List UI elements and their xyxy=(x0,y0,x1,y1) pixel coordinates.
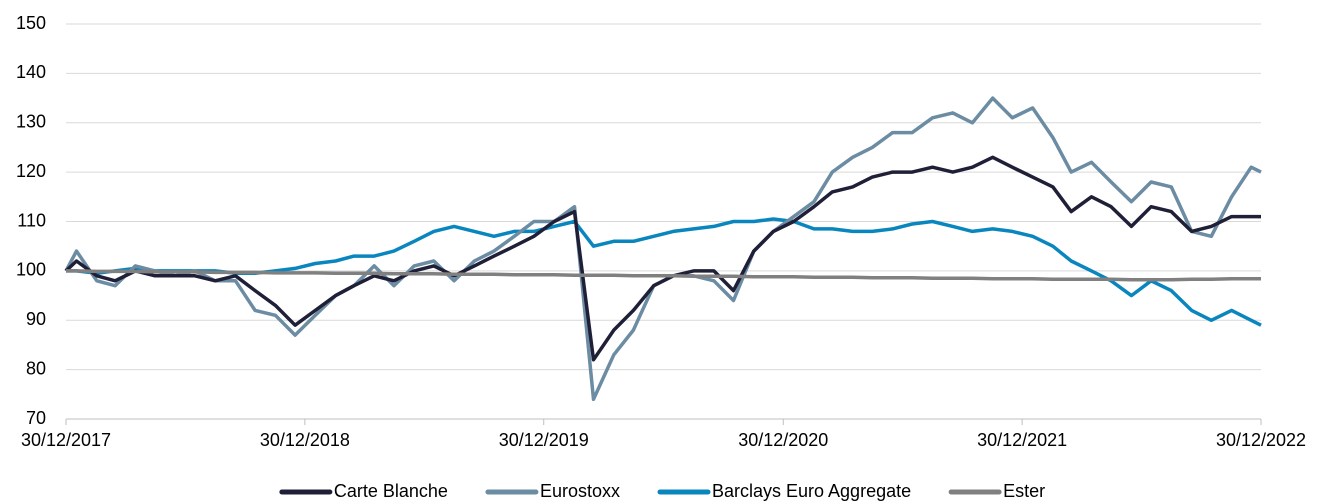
y-tick-label: 100 xyxy=(16,260,46,280)
legend-item: Ester xyxy=(948,481,1045,501)
y-tick-label: 120 xyxy=(16,161,46,181)
y-tick-label: 110 xyxy=(17,210,46,230)
series-line xyxy=(64,155,1261,362)
x-tick-label: 30/12/2019 xyxy=(499,430,589,450)
legend-item: Eurostoxx xyxy=(485,481,620,501)
legend: Carte Blanche Eurostoxx Barclays Euro Aggr… xyxy=(279,481,1045,501)
y-tick-label: 70 xyxy=(26,408,46,428)
legend-item: Carte Blanche xyxy=(279,481,448,501)
legend-label: Ester xyxy=(1003,481,1045,501)
y-tick-label: 150 xyxy=(16,13,46,33)
x-tick-label: 30/12/2018 xyxy=(260,430,350,450)
series-line xyxy=(64,96,1262,402)
x-tick-label: 30/12/2022 xyxy=(1216,430,1306,450)
y-tick-label: 90 xyxy=(26,309,46,329)
legend-label: Barclays Euro Aggregate xyxy=(712,481,911,501)
legend-label: Carte Blanche xyxy=(334,481,448,501)
legend-label: Eurostoxx xyxy=(540,481,620,501)
x-tick-label: 30/12/2020 xyxy=(738,430,828,450)
y-tick-label: 80 xyxy=(26,358,46,378)
y-tick-label: 140 xyxy=(16,62,46,82)
series-line xyxy=(66,269,1261,282)
legend-item: Barclays Euro Aggregate xyxy=(657,481,911,501)
x-tick-label: 30/12/2017 xyxy=(21,430,111,450)
y-tick-label: 130 xyxy=(16,112,46,132)
x-tick-label: 30/12/2021 xyxy=(977,430,1067,450)
